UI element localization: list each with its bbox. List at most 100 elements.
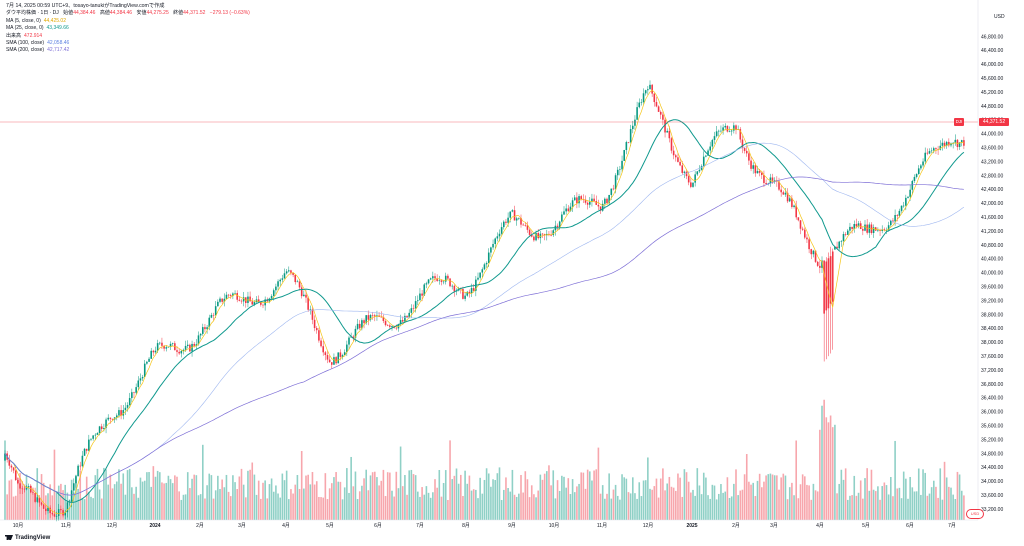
volume-bar xyxy=(718,493,720,520)
symbol-label[interactable]: ダウ平均株価 · 1日 · DJ xyxy=(6,10,59,17)
volume-bar xyxy=(4,440,6,520)
volume-bar xyxy=(210,475,213,520)
volume-bar xyxy=(204,498,206,520)
sma200-row[interactable]: SMA (200, close) 42,717.42 xyxy=(6,47,250,54)
volume-bar xyxy=(754,496,757,520)
candle-body xyxy=(178,351,180,354)
volume-bar xyxy=(874,491,877,520)
candle-body xyxy=(444,275,447,282)
candle-body xyxy=(580,196,582,200)
volume-bar xyxy=(881,486,883,520)
price-tick: 39,200.00 xyxy=(981,298,1003,304)
candle-body xyxy=(303,294,305,297)
volume-bar xyxy=(460,474,462,520)
candle-body xyxy=(569,206,572,212)
volume-bar xyxy=(260,498,262,520)
candle-body xyxy=(272,290,275,297)
volume-row[interactable]: 出来高 472.914 xyxy=(6,33,250,40)
candle-body xyxy=(520,217,522,225)
time-axis[interactable]: 10月 11月 12月 2024 2月 3月 4月 5月 6月 7月 8月 9月 10月 11月 12月 20… xyxy=(13,523,956,529)
volume-bar xyxy=(569,494,572,520)
candle-body xyxy=(141,376,144,379)
volume-bar xyxy=(784,475,787,520)
sma200-line xyxy=(4,176,964,496)
candle-body xyxy=(743,148,746,151)
candle-body xyxy=(150,350,152,359)
candle-body xyxy=(401,320,404,322)
candle-body xyxy=(829,256,832,304)
candle-body xyxy=(262,304,264,306)
candle-body xyxy=(941,142,944,146)
ma5-label: MA (5, close, 0) xyxy=(6,17,41,24)
volume-bar xyxy=(872,489,875,520)
volume-bar xyxy=(249,469,251,520)
candle-body xyxy=(887,225,890,231)
candle-body xyxy=(109,417,112,419)
ma5-row[interactable]: MA (5, close, 0) 44,425.02 xyxy=(6,18,250,25)
candle-body xyxy=(466,291,469,296)
candle-body xyxy=(184,345,187,350)
candle-body xyxy=(677,157,679,162)
candle-body xyxy=(436,278,438,281)
ma25-value: 43,349.66 xyxy=(46,25,69,32)
price-tick: 36,800.00 xyxy=(981,382,1003,388)
candle-body xyxy=(36,497,39,502)
sma100-row[interactable]: SMA (100, close) 42,058.46 xyxy=(6,40,250,47)
volume-bar xyxy=(956,471,959,520)
candle-body xyxy=(472,288,475,291)
candle-body xyxy=(657,106,660,112)
candle-body xyxy=(511,210,514,212)
chart-legend: 7月 14, 2025 00:59 UTC+9、tosayo-tanukiがTr… xyxy=(6,3,250,55)
candle-body xyxy=(788,198,791,202)
price-axis[interactable]: 46,800.00 46,400.00 46,000.00 45,600.00 45,2… xyxy=(981,34,1003,513)
tradingview-logo[interactable]: TradingView xyxy=(5,535,50,541)
candle-body xyxy=(361,320,363,329)
volume-bar xyxy=(406,494,408,520)
candle-body xyxy=(924,152,926,162)
candle-body xyxy=(913,176,916,181)
volume-bar xyxy=(389,472,391,520)
candle-body xyxy=(707,150,709,156)
volume-bar xyxy=(8,480,11,520)
price-tick: 37,600.00 xyxy=(981,354,1003,360)
time-tick: 2024 xyxy=(149,523,160,529)
candle-body xyxy=(653,93,656,103)
volume-bar xyxy=(189,488,191,520)
time-tick: 8月 xyxy=(462,523,470,529)
currency-button[interactable]: USD xyxy=(966,509,984,519)
volume-bar xyxy=(472,489,475,520)
candle-body xyxy=(593,198,595,202)
candle-body xyxy=(85,448,88,451)
volume-bar xyxy=(333,477,335,520)
ma25-row[interactable]: MA (25, close, 0) 43,349.66 xyxy=(6,25,250,32)
currency-label[interactable]: USD xyxy=(994,14,1005,20)
volume-bar xyxy=(791,482,793,520)
volume-bar xyxy=(404,475,406,520)
time-tick: 5月 xyxy=(862,523,870,529)
candle-body xyxy=(399,320,402,325)
candle-body xyxy=(171,343,174,344)
volume-bar xyxy=(470,490,473,520)
volume-bar xyxy=(391,490,393,520)
volume-bar xyxy=(421,487,423,520)
candle-body xyxy=(275,286,277,291)
volume-bar xyxy=(657,497,660,520)
volume-bar xyxy=(326,499,329,520)
candle-body xyxy=(70,490,73,502)
volume-value: 472.914 xyxy=(24,32,43,39)
candle-body xyxy=(808,239,810,250)
candle-body xyxy=(692,182,694,187)
volume-bar xyxy=(530,485,533,520)
volume-bar xyxy=(55,491,58,520)
candle-body xyxy=(872,227,875,233)
candle-body xyxy=(831,251,834,302)
volume-bar xyxy=(565,487,567,520)
time-tick: 6月 xyxy=(906,523,914,529)
volume-bar xyxy=(150,486,152,520)
volume-bar xyxy=(941,499,944,520)
candle-body xyxy=(363,320,365,324)
volume-bar xyxy=(926,495,929,520)
time-tick: 3月 xyxy=(238,523,246,529)
volume-bar xyxy=(154,476,157,520)
